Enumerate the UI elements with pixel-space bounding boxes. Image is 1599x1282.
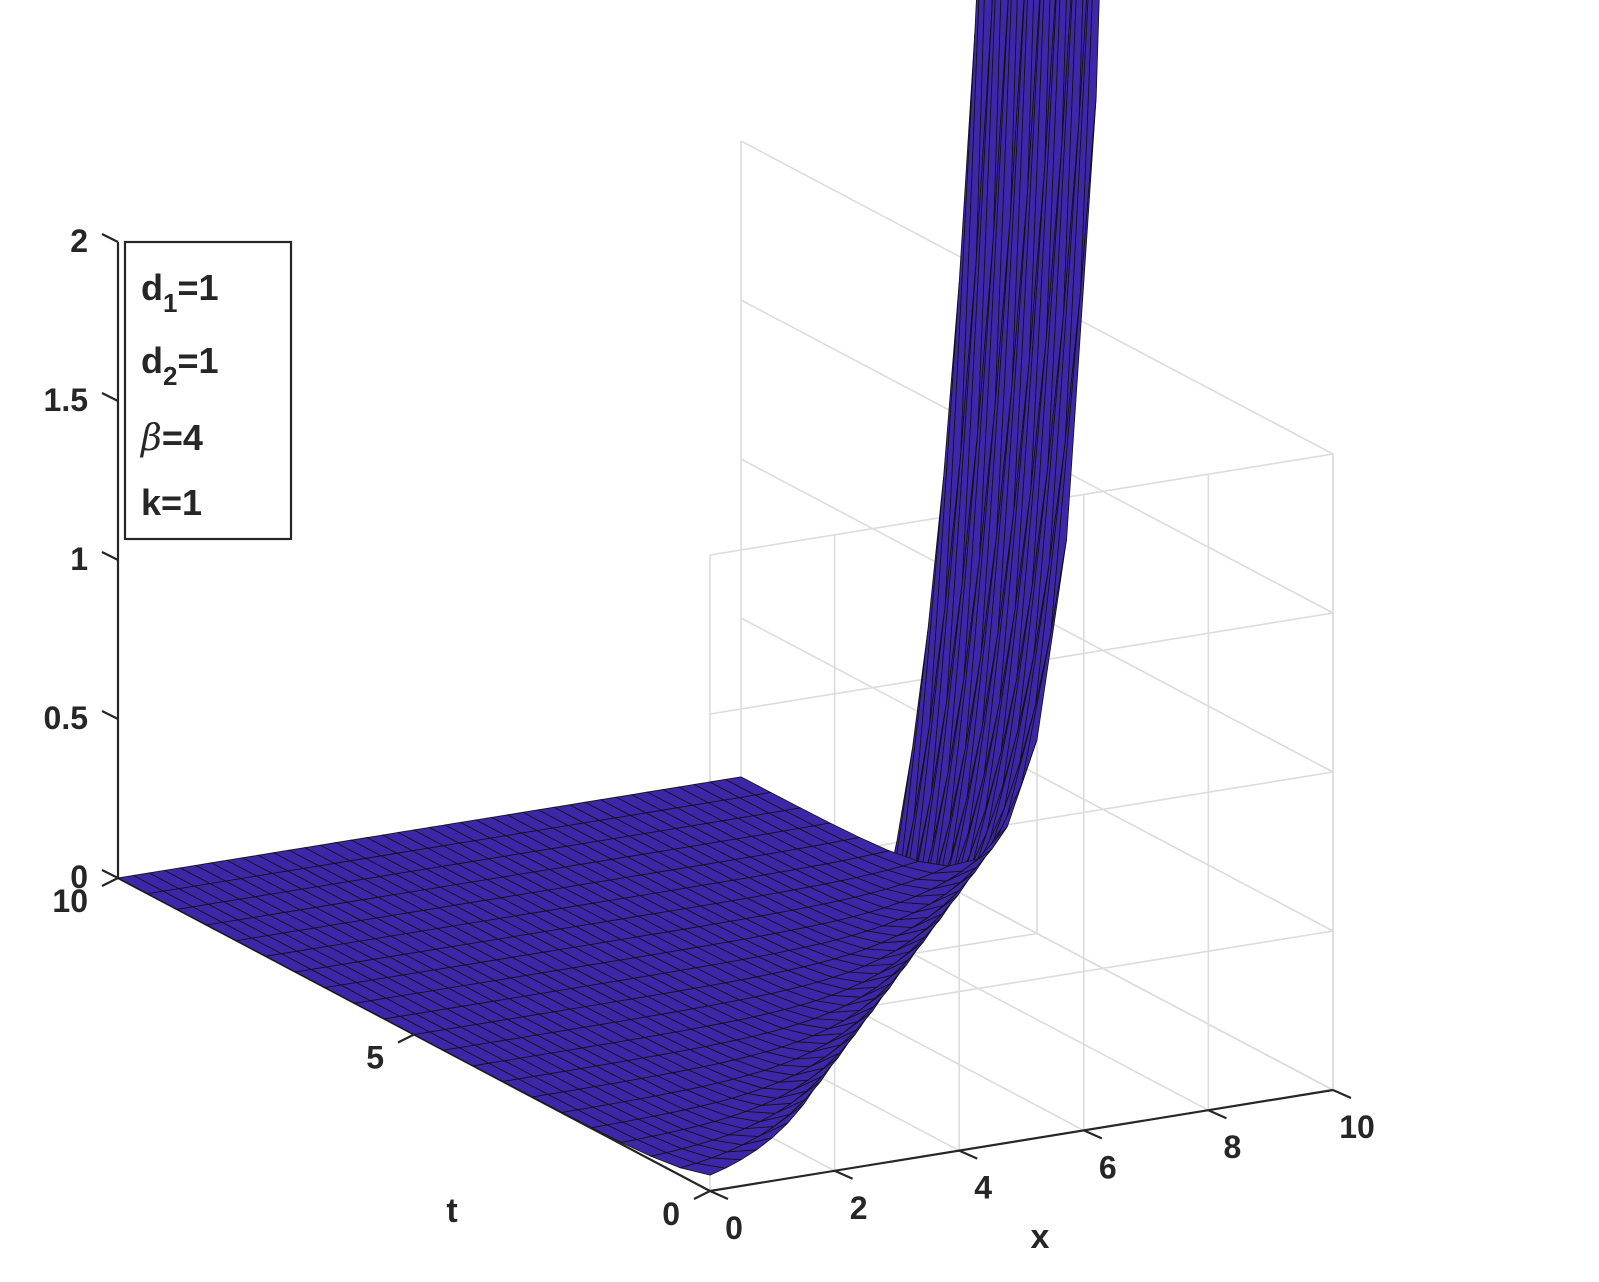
t-tick-label: 0 — [662, 1196, 680, 1232]
x-tick-label: 4 — [974, 1170, 992, 1206]
z-tick — [101, 551, 119, 561]
z-tick — [101, 710, 119, 720]
z-tick — [101, 233, 119, 243]
z-tick-label: 1 — [70, 541, 88, 577]
t-tick — [693, 1190, 711, 1200]
x-tick-label: 0 — [725, 1210, 743, 1246]
t-tick — [397, 1033, 415, 1044]
x-tick — [709, 1189, 729, 1201]
x-axis-line — [709, 1088, 1334, 1193]
legend-entry-d2: d2=1 — [141, 340, 219, 391]
x-tick — [834, 1169, 854, 1180]
t-tick-label: 5 — [366, 1040, 384, 1076]
z-tick-label: 0 — [70, 859, 88, 895]
z-tick — [101, 869, 119, 879]
x-tick-label: 6 — [1099, 1149, 1117, 1185]
gridline-side-z — [740, 617, 1334, 932]
x-tick — [1083, 1129, 1103, 1140]
z-tick — [101, 392, 119, 402]
legend-entry-d1: d1=1 — [141, 267, 219, 318]
x-tick — [1207, 1109, 1227, 1120]
t-tick-label: 10 — [52, 883, 88, 919]
legend-entry-k: k=1 — [141, 482, 202, 523]
t-tick — [101, 877, 119, 887]
z-tick-label: 1.5 — [44, 382, 88, 418]
surface-patch — [724, 776, 772, 796]
surface-patch — [1044, 0, 1056, 167]
legend-box — [123, 240, 293, 541]
x-tick-label: 10 — [1339, 1109, 1375, 1145]
x-tick — [1332, 1088, 1352, 1100]
x-tick-label: 8 — [1224, 1129, 1242, 1165]
x-tick — [958, 1149, 978, 1160]
legend-entry-beta: β=4 — [139, 417, 203, 459]
z-tick-label: 2 — [70, 223, 88, 259]
z-tick-label: 0.5 — [44, 700, 88, 736]
t-axis-label: t — [446, 1192, 457, 1230]
x-axis-label: x — [1031, 1218, 1050, 1256]
x-tick-label: 2 — [850, 1190, 868, 1226]
surface-layer — [116, 0, 1100, 1176]
legend: d1=1 d2=1 β=4 k=1 — [123, 240, 293, 541]
